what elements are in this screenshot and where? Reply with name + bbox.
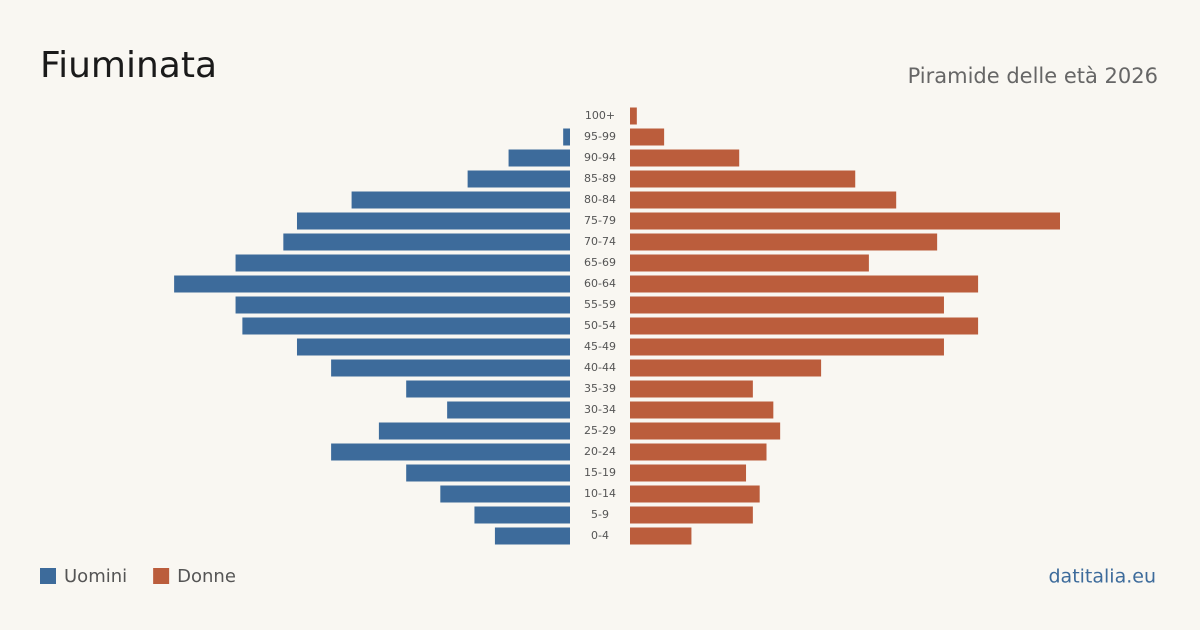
source: datitalia.eu [1049, 566, 1157, 588]
bar [630, 107, 637, 125]
bar [296, 212, 570, 230]
bar [242, 317, 570, 335]
age-label: 60-64 [584, 277, 616, 290]
age-label: 95-99 [584, 130, 616, 143]
bar [630, 338, 944, 356]
bar [630, 464, 747, 482]
bar [630, 296, 944, 314]
bar [283, 233, 570, 251]
bar [630, 254, 869, 272]
age-label: 75-79 [584, 214, 616, 227]
bar [630, 506, 753, 524]
age-label: 50-54 [584, 319, 616, 332]
bar [474, 506, 570, 524]
bar [467, 170, 570, 188]
legend-swatch [40, 568, 56, 584]
bar [630, 422, 781, 440]
bar [406, 464, 570, 482]
age-label: 25-29 [584, 424, 616, 437]
bar [630, 485, 760, 503]
age-label: 85-89 [584, 172, 616, 185]
bar [630, 527, 692, 545]
bar [630, 401, 774, 419]
bar [630, 149, 740, 167]
chart-subtitle: Piramide delle età 2026 [908, 64, 1158, 88]
bar [235, 254, 571, 272]
legend-label: Uomini [64, 566, 127, 587]
bar [630, 128, 665, 146]
bar [630, 275, 979, 293]
age-label: 15-19 [584, 466, 616, 479]
bar [508, 149, 570, 167]
age-label: 40-44 [584, 361, 616, 374]
age-label: 30-34 [584, 403, 616, 416]
age-label: 65-69 [584, 256, 616, 269]
bar [630, 317, 979, 335]
bar [331, 359, 570, 377]
bar [630, 191, 897, 209]
bar [630, 212, 1060, 230]
bar [563, 128, 570, 146]
age-label: 5-9 [591, 508, 609, 521]
bar [174, 275, 570, 293]
legend-swatch [153, 568, 170, 584]
chart-title: Fiuminata [40, 45, 217, 86]
age-label: 0-4 [591, 529, 609, 542]
bar [630, 443, 767, 461]
bar [378, 422, 570, 440]
age-label: 100+ [585, 109, 615, 122]
age-label: 45-49 [584, 340, 616, 353]
bar [630, 170, 856, 188]
age-label: 10-14 [584, 487, 616, 500]
bar [296, 338, 570, 356]
age-label: 90-94 [584, 151, 616, 164]
bar [235, 296, 571, 314]
bar [447, 401, 570, 419]
age-label: 35-39 [584, 382, 616, 395]
age-label: 55-59 [584, 298, 616, 311]
age-label: 70-74 [584, 235, 616, 248]
bar [630, 359, 822, 377]
bar [494, 527, 570, 545]
bar [630, 233, 938, 251]
legend-label: Donne [177, 566, 236, 587]
age-label: 20-24 [584, 445, 616, 458]
bar [351, 191, 570, 209]
age-label: 80-84 [584, 193, 616, 206]
bar [630, 380, 753, 398]
bar [406, 380, 570, 398]
bar [331, 443, 570, 461]
bar [440, 485, 570, 503]
